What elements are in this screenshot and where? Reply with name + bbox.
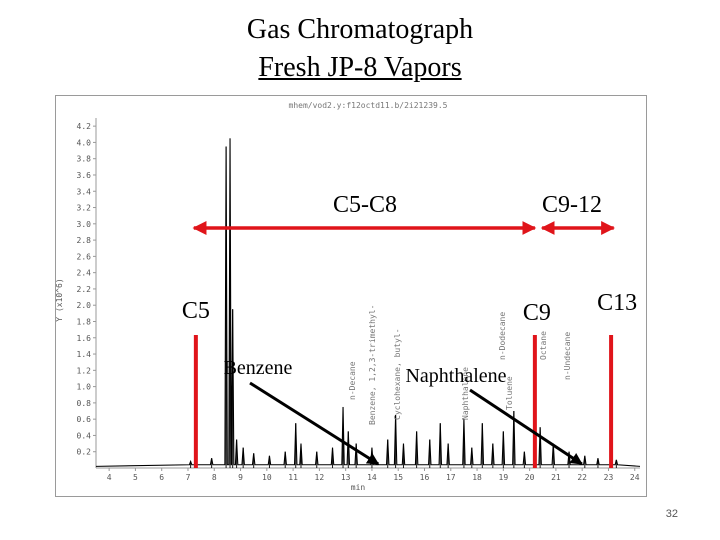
x-tick-label: 14 bbox=[367, 473, 377, 482]
x-tick-label: 7 bbox=[186, 473, 191, 482]
compound-annotation: n-Decane bbox=[348, 361, 357, 400]
compound-label-naphthalene: Naphthalene bbox=[405, 365, 506, 387]
compound-annotation: Toluene bbox=[505, 376, 514, 410]
x-tick-label: 12 bbox=[315, 473, 325, 482]
range-label: C5-C8 bbox=[333, 192, 397, 218]
x-axis-label: min bbox=[351, 483, 366, 492]
marker-label: C5 bbox=[182, 298, 210, 324]
slide-title: Gas Chromatograph bbox=[246, 14, 474, 45]
y-tick-label: 1.4 bbox=[77, 350, 92, 359]
x-tick-label: 10 bbox=[262, 473, 272, 482]
x-tick-label: 6 bbox=[159, 473, 164, 482]
x-tick-label: 15 bbox=[393, 473, 403, 482]
y-tick-label: 1.2 bbox=[77, 366, 92, 375]
x-tick-label: 22 bbox=[577, 473, 587, 482]
marker-label: C13 bbox=[597, 290, 637, 316]
page-number: 32 bbox=[665, 508, 678, 520]
range-label: C9-12 bbox=[542, 192, 602, 218]
compound-annotation: Benzene, 1,2,3-trimethyl- bbox=[368, 305, 377, 425]
x-tick-label: 20 bbox=[525, 473, 535, 482]
x-tick-label: 23 bbox=[604, 473, 614, 482]
x-tick-label: 8 bbox=[212, 473, 217, 482]
y-tick-label: 4.0 bbox=[77, 138, 92, 147]
y-tick-label: 2.0 bbox=[77, 301, 92, 310]
slide-subtitle: Fresh JP-8 Vapors bbox=[258, 52, 462, 83]
chromatogram-frame bbox=[55, 95, 647, 497]
x-tick-label: 19 bbox=[499, 473, 509, 482]
y-tick-label: 2.8 bbox=[77, 236, 92, 245]
benzene-arrow bbox=[249, 381, 380, 466]
y-tick-label: 4.2 bbox=[77, 122, 92, 131]
x-tick-label: 18 bbox=[472, 473, 482, 482]
y-tick-label: 3.4 bbox=[77, 187, 92, 196]
y-tick-label: 3.0 bbox=[77, 220, 92, 229]
x-tick-label: 9 bbox=[238, 473, 243, 482]
y-axis-label: Y (x10^6) bbox=[55, 278, 64, 321]
y-tick-label: 0.4 bbox=[77, 431, 92, 440]
compound-annotation: Octane bbox=[539, 331, 548, 360]
x-tick-label: 16 bbox=[420, 473, 430, 482]
chromatogram-header: mhem/vod2.y:f12octd11.b/2i21239.5 bbox=[289, 101, 448, 110]
x-tick-label: 17 bbox=[446, 473, 456, 482]
y-tick-label: 0.6 bbox=[77, 415, 92, 424]
x-tick-label: 5 bbox=[133, 473, 138, 482]
y-tick-label: 0.2 bbox=[77, 448, 92, 457]
x-tick-label: 21 bbox=[551, 473, 561, 482]
compound-annotation: Cyclohexane, butyl- bbox=[393, 328, 402, 420]
y-tick-label: 2.6 bbox=[77, 252, 92, 261]
x-tick-label: 13 bbox=[341, 473, 351, 482]
compound-annotation: Naphthalene bbox=[461, 367, 470, 420]
y-tick-label: 1.6 bbox=[77, 334, 92, 343]
chromatogram-trace bbox=[95, 138, 641, 467]
x-tick-label: 11 bbox=[288, 473, 298, 482]
naphthalene-arrow bbox=[469, 388, 583, 466]
y-tick-label: 3.6 bbox=[77, 171, 92, 180]
compound-annotation: n-Undecane bbox=[563, 332, 572, 380]
x-tick-label: 24 bbox=[630, 473, 640, 482]
compound-label-benzene: Benzene bbox=[224, 357, 293, 379]
y-tick-label: 1.8 bbox=[77, 317, 92, 326]
marker-label: C9 bbox=[523, 300, 551, 326]
y-tick-label: 3.2 bbox=[77, 204, 92, 213]
x-tick-label: 4 bbox=[107, 473, 112, 482]
y-tick-label: 2.2 bbox=[77, 285, 92, 294]
y-tick-label: 1.0 bbox=[77, 383, 92, 392]
y-tick-label: 0.8 bbox=[77, 399, 92, 408]
compound-annotation: n-Dodecane bbox=[498, 312, 507, 360]
y-tick-label: 2.4 bbox=[77, 269, 92, 278]
y-tick-label: 3.8 bbox=[77, 155, 92, 164]
